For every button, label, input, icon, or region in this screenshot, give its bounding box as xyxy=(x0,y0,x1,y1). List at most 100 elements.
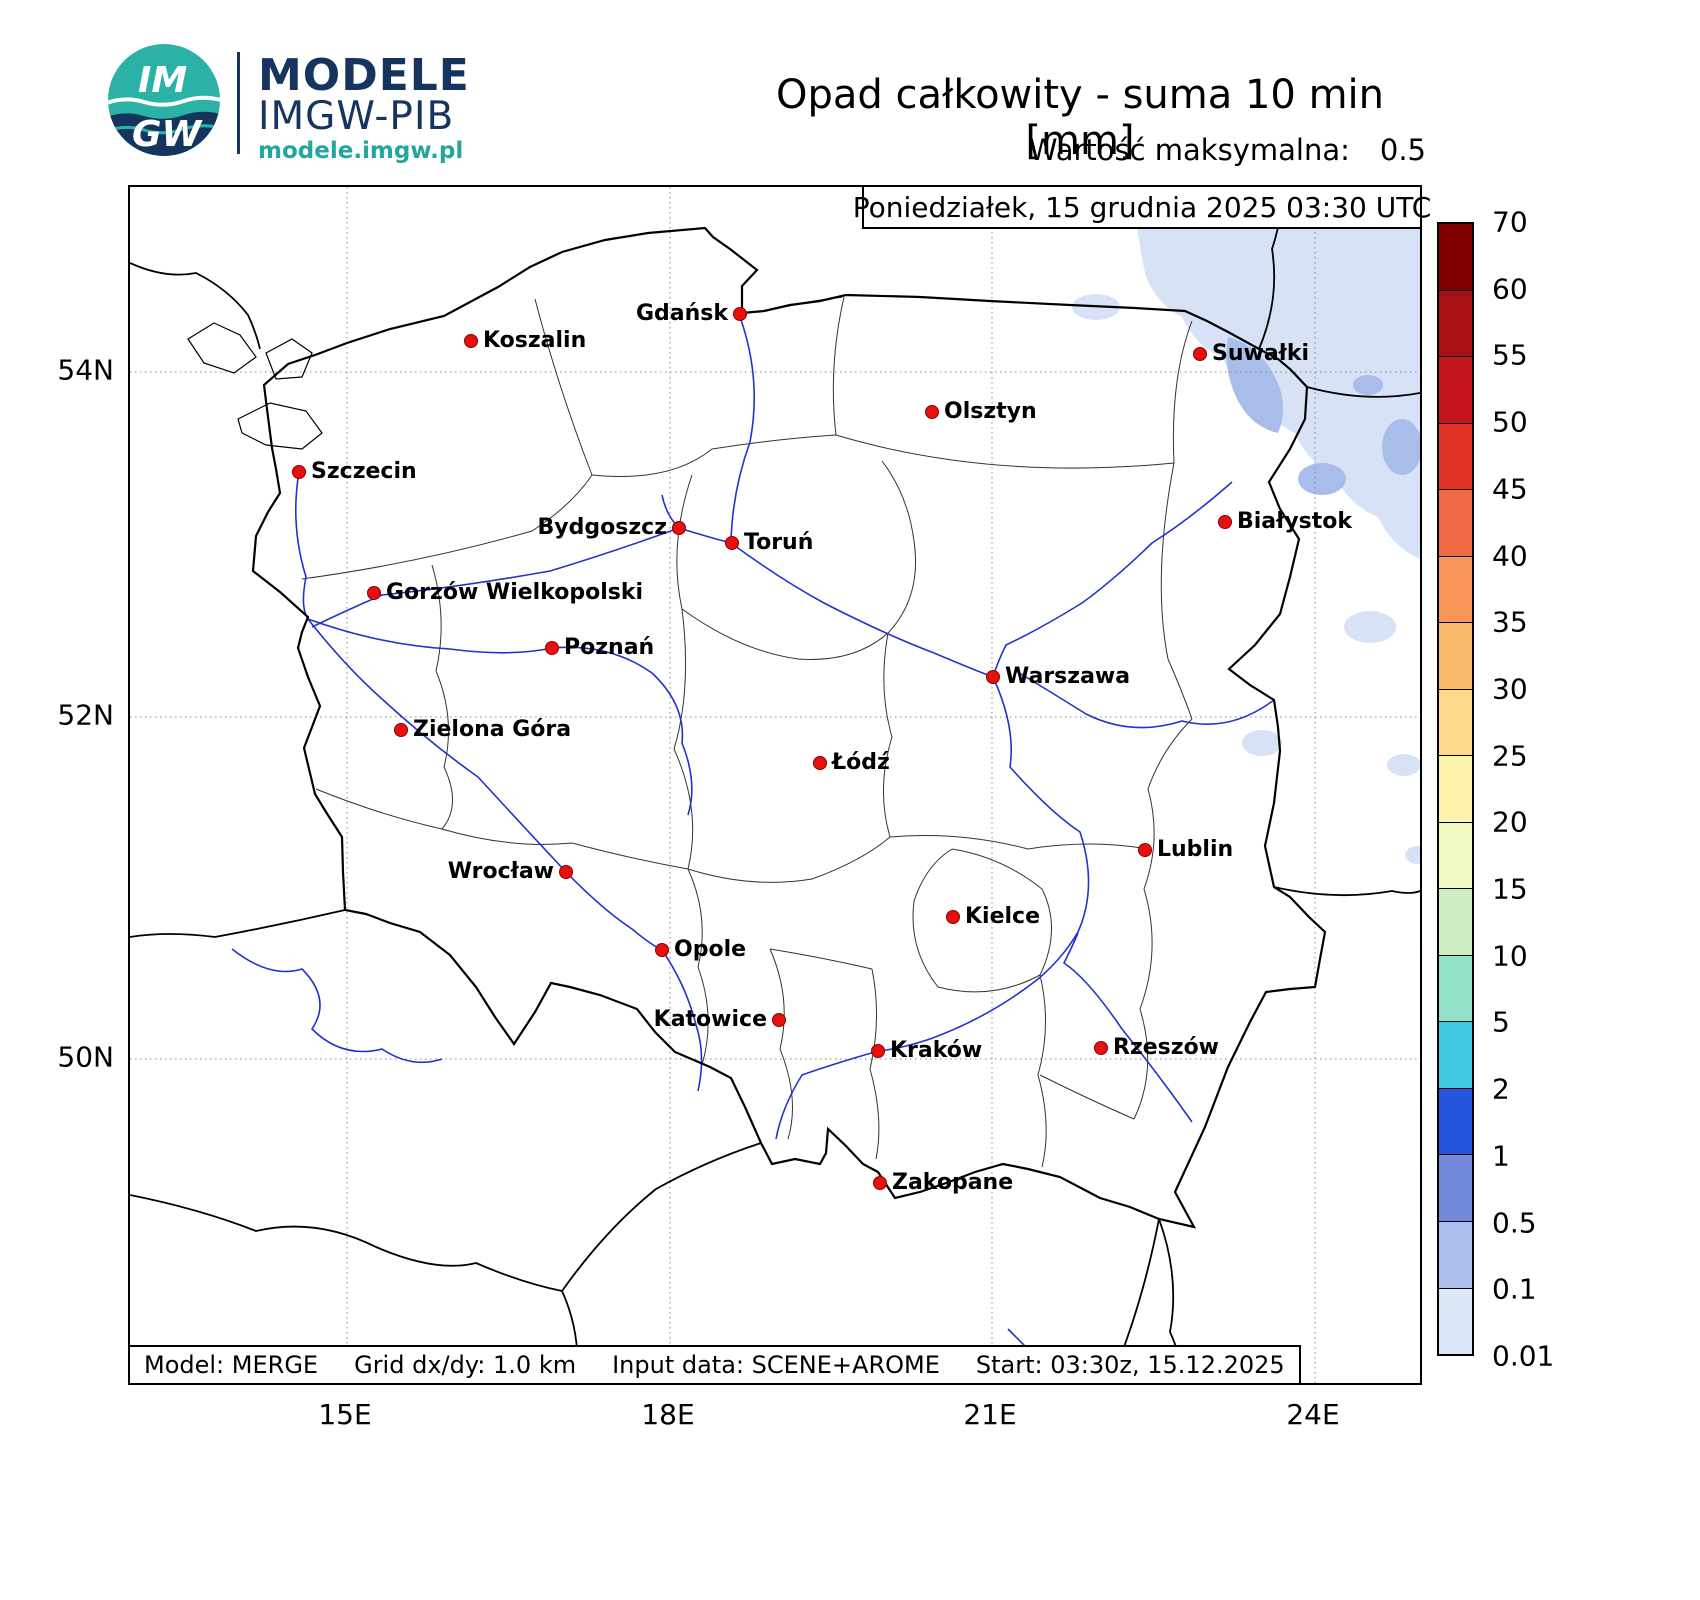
colorbar-tick-label: 0.1 xyxy=(1492,1272,1537,1306)
precipitation-layer xyxy=(1072,207,1420,864)
colorbar-tick-label: 10 xyxy=(1492,939,1528,973)
city-dot xyxy=(873,1176,887,1190)
colorbar-segment xyxy=(1439,422,1472,490)
max-value-line: Wartość maksymalna: 0.5 xyxy=(900,133,1426,167)
city-dot xyxy=(772,1013,786,1027)
max-value-label: Wartość maksymalna: xyxy=(1028,133,1350,167)
colorbar-tick-label: 15 xyxy=(1492,872,1528,906)
page-title: Opad całkowity - suma 10 min [mm] xyxy=(775,72,1385,164)
colorbar-segment xyxy=(1439,1154,1472,1221)
model-grid: Grid dx/dy: 1.0 km xyxy=(354,1351,577,1379)
colorbar-tick-label: 70 xyxy=(1492,205,1528,239)
rivers xyxy=(231,316,1275,1383)
city-label: Gdańsk xyxy=(635,301,728,326)
river-warta xyxy=(307,618,693,816)
poland-border xyxy=(251,226,1327,1229)
lon-tick-21e: 21E xyxy=(963,1398,1017,1431)
logo-text-gw: GW xyxy=(132,114,204,155)
colorbar-segment xyxy=(1439,755,1472,822)
city-label: Białystok xyxy=(1237,509,1353,534)
river-bug xyxy=(1015,670,1275,729)
imgw-logo: IM GW xyxy=(108,44,220,156)
city-layer: Koszalin Gdańsk Suwałki Olsztyn Szczecin Bydg… xyxy=(130,187,1420,1383)
river-san xyxy=(1062,932,1193,1123)
river-oder xyxy=(294,471,703,1092)
colorbar-segment xyxy=(1439,224,1472,290)
river-narew xyxy=(992,481,1233,678)
city-label: Szczecin xyxy=(311,459,417,484)
colorbar-segment xyxy=(1439,1220,1472,1288)
city-label: Łódź xyxy=(832,750,890,775)
colorbar-segment xyxy=(1439,688,1472,756)
colorbar-segment xyxy=(1439,356,1472,423)
colorbar-labels: 70 60 55 50 45 40 35 30 25 20 15 10 5 2 1 0.5 0.1 0.01 xyxy=(1492,206,1582,1373)
map-area: Koszalin Gdańsk Suwałki Olsztyn Szczecin Bydg… xyxy=(128,185,1431,1385)
colorbar-tick-label: 50 xyxy=(1492,405,1528,439)
model-name: Model: MERGE xyxy=(144,1351,319,1379)
city-dot xyxy=(1193,347,1207,361)
lat-tick-50n: 50N xyxy=(57,1040,114,1074)
colorbar-tick-label: 25 xyxy=(1492,739,1528,773)
river-notec xyxy=(311,527,680,628)
colorbar-tick-label: 0.5 xyxy=(1492,1206,1537,1240)
city-dot xyxy=(733,307,747,321)
colorbar-segment xyxy=(1439,622,1472,689)
model-info-box: Model: MERGE Grid dx/dy: 1.0 km Input da… xyxy=(128,1345,1301,1385)
map-svg xyxy=(130,187,1420,1383)
city-dot xyxy=(1138,843,1152,857)
lat-tick-54n: 54N xyxy=(57,353,114,387)
city-label: Toruń xyxy=(744,530,814,555)
brand-divider xyxy=(237,52,240,154)
brand-url[interactable]: modele.imgw.pl xyxy=(258,138,464,164)
city-dot xyxy=(672,521,686,535)
city-dot xyxy=(367,586,381,600)
lon-tick-18e: 18E xyxy=(641,1398,695,1431)
colorbar-segment xyxy=(1439,954,1472,1022)
city-label: Rzeszów xyxy=(1113,1035,1220,1060)
colorbar-tick-label: 20 xyxy=(1492,805,1528,839)
colorbar-tick-label: 45 xyxy=(1492,472,1528,506)
lat-tick-52n: 52N xyxy=(57,698,114,732)
colorbar-segment xyxy=(1439,489,1472,556)
colorbar-tick-label: 2 xyxy=(1492,1072,1510,1106)
city-dot xyxy=(1094,1041,1108,1055)
city-label: Lublin xyxy=(1157,837,1234,862)
colorbar-tick-label: 0.01 xyxy=(1492,1339,1555,1373)
city-dot xyxy=(813,756,827,770)
city-label: Gorzów Wielkopolski xyxy=(386,580,644,605)
colorbar-tick-label: 30 xyxy=(1492,672,1528,706)
river-elbe xyxy=(231,948,443,1064)
colorbar-segment xyxy=(1439,1021,1472,1088)
city-label: Suwałki xyxy=(1212,341,1310,366)
city-dot xyxy=(725,536,739,550)
city-label: Zakopane xyxy=(892,1170,1014,1195)
city-dot xyxy=(986,670,1000,684)
datetime-box: Poniedziałek, 15 grudnia 2025 03:30 UTC xyxy=(853,185,1431,229)
city-label: Koszalin xyxy=(483,328,587,353)
city-dot xyxy=(464,334,478,348)
colorbar-segment xyxy=(1439,821,1472,889)
model-start: Start: 03:30z, 15.12.2025 xyxy=(975,1351,1285,1379)
city-dot xyxy=(292,465,306,479)
city-dot xyxy=(545,641,559,655)
colorbar-tick-label: 60 xyxy=(1492,272,1528,306)
city-dot xyxy=(394,723,408,737)
logo-text-im: IM xyxy=(138,60,187,101)
city-label: Kielce xyxy=(965,904,1041,929)
voivodeship-borders xyxy=(301,296,1193,1168)
colorbar xyxy=(1437,222,1474,1356)
city-label: Katowice xyxy=(653,1007,767,1032)
colorbar-tick-label: 55 xyxy=(1492,338,1528,372)
city-dot xyxy=(1218,515,1232,529)
model-input: Input data: SCENE+AROME xyxy=(612,1351,940,1379)
colorbar-segment xyxy=(1439,1287,1472,1355)
brand-subtitle: IMGW-PIB xyxy=(258,94,455,139)
colorbar-tick-label: 5 xyxy=(1492,1005,1510,1039)
graticule xyxy=(130,187,1420,1383)
city-label: Warszawa xyxy=(1005,664,1131,689)
lon-tick-24e: 24E xyxy=(1286,1398,1340,1431)
city-dot xyxy=(559,865,573,879)
city-label: Kraków xyxy=(890,1038,983,1063)
city-label: Poznań xyxy=(564,635,655,660)
